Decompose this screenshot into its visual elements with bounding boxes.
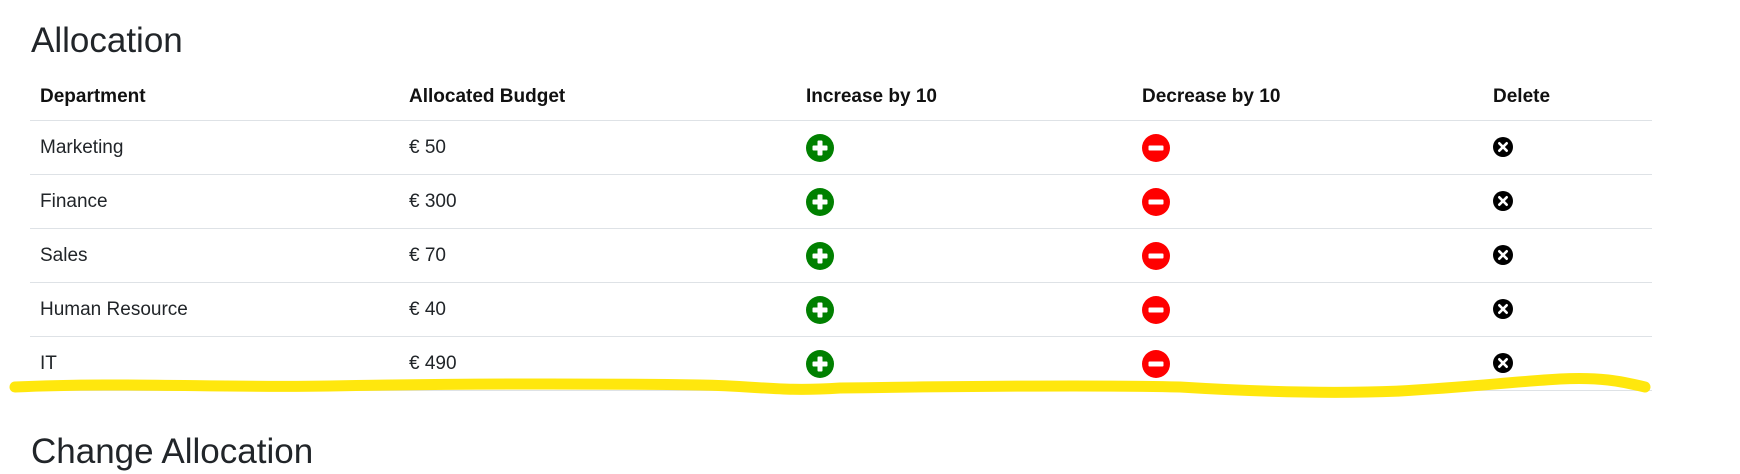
- plus-circle-icon[interactable]: [806, 187, 834, 216]
- x-circle-icon[interactable]: [1493, 353, 1513, 374]
- delete-cell: [1483, 228, 1652, 283]
- increase-cell: [796, 228, 1132, 283]
- table-row: Human Resource € 40: [30, 282, 1652, 337]
- header-allocated-budget: Allocated Budget: [399, 74, 796, 121]
- decrease-cell: [1132, 120, 1483, 175]
- table-header-row: Department Allocated Budget Increase by …: [30, 74, 1652, 121]
- minus-circle-icon[interactable]: [1142, 187, 1170, 216]
- header-decrease: Decrease by 10: [1132, 74, 1483, 121]
- minus-circle-icon[interactable]: [1142, 133, 1170, 162]
- decrease-cell: [1132, 282, 1483, 337]
- page-title: Allocation: [31, 21, 183, 60]
- budget-cell: € 300: [399, 174, 796, 229]
- plus-circle-icon[interactable]: [806, 295, 834, 324]
- plus-circle-icon[interactable]: [806, 133, 834, 162]
- budget-cell: € 50: [399, 120, 796, 175]
- plus-circle-icon[interactable]: [806, 241, 834, 270]
- decrease-cell: [1132, 336, 1483, 391]
- table-row: Sales € 70: [30, 228, 1652, 283]
- department-cell: Sales: [30, 228, 399, 283]
- minus-circle-icon[interactable]: [1142, 241, 1170, 270]
- increase-cell: [796, 174, 1132, 229]
- budget-cell: € 490: [399, 336, 796, 391]
- change-allocation-title: Change Allocation: [31, 432, 314, 471]
- department-cell: Marketing: [30, 120, 399, 175]
- decrease-cell: [1132, 174, 1483, 229]
- delete-cell: [1483, 282, 1652, 337]
- increase-cell: [796, 282, 1132, 337]
- x-circle-icon[interactable]: [1493, 299, 1513, 320]
- table-row: IT € 490: [30, 336, 1652, 391]
- minus-circle-icon[interactable]: [1142, 349, 1170, 378]
- header-increase: Increase by 10: [796, 74, 1132, 121]
- allocation-table: Department Allocated Budget Increase by …: [30, 74, 1652, 391]
- delete-cell: [1483, 174, 1652, 229]
- table-row: Marketing € 50: [30, 120, 1652, 175]
- header-department: Department: [30, 74, 399, 121]
- department-cell: Finance: [30, 174, 399, 229]
- increase-cell: [796, 336, 1132, 391]
- x-circle-icon[interactable]: [1493, 245, 1513, 266]
- header-delete: Delete: [1483, 74, 1652, 121]
- delete-cell: [1483, 336, 1652, 391]
- plus-circle-icon[interactable]: [806, 349, 834, 378]
- budget-cell: € 40: [399, 282, 796, 337]
- department-cell: IT: [30, 336, 399, 391]
- x-circle-icon[interactable]: [1493, 137, 1513, 158]
- delete-cell: [1483, 120, 1652, 175]
- x-circle-icon[interactable]: [1493, 191, 1513, 212]
- budget-cell: € 70: [399, 228, 796, 283]
- department-cell: Human Resource: [30, 282, 399, 337]
- table-row: Finance € 300: [30, 174, 1652, 229]
- increase-cell: [796, 120, 1132, 175]
- decrease-cell: [1132, 228, 1483, 283]
- minus-circle-icon[interactable]: [1142, 295, 1170, 324]
